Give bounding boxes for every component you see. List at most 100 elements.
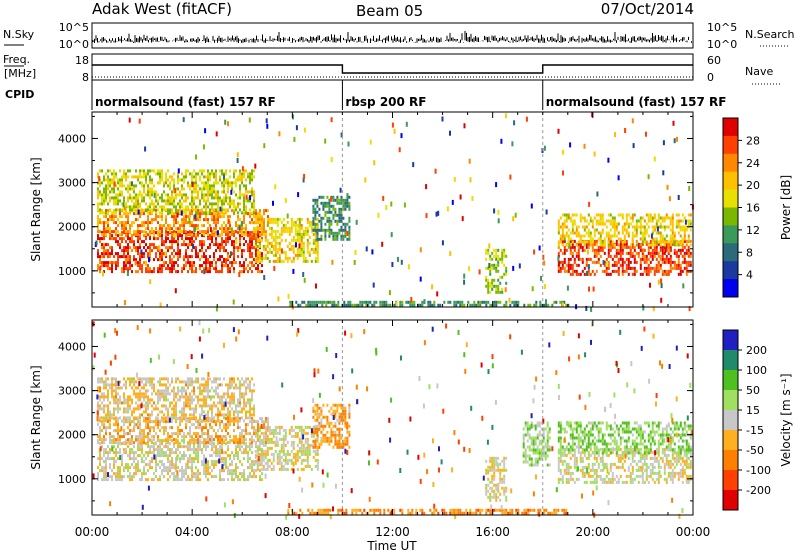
- echo-cell: [609, 272, 612, 276]
- echo-cell: [239, 426, 241, 430]
- echo-cell: [215, 435, 217, 439]
- scatter-point: [531, 286, 534, 292]
- echo-cell: [145, 410, 147, 414]
- echo-cell: [683, 225, 686, 229]
- echo-cell: [195, 205, 197, 209]
- echo-cell: [209, 438, 211, 442]
- echo-cell: [213, 258, 215, 262]
- echo-cell: [369, 300, 372, 304]
- echo-cell: [280, 220, 283, 224]
- echo-cell: [282, 217, 285, 221]
- echo-cell: [213, 212, 215, 216]
- echo-cell: [290, 220, 293, 224]
- echo-cell: [237, 175, 239, 179]
- echo-cell: [685, 260, 688, 264]
- echo-cell: [133, 246, 135, 250]
- echo-cell: [189, 212, 191, 216]
- echo-cell: [167, 377, 169, 381]
- echo-cell: [260, 256, 263, 260]
- echo-cell: [199, 439, 201, 443]
- echo-cell: [671, 266, 674, 270]
- echo-cell: [306, 226, 309, 230]
- echo-cell: [561, 222, 564, 226]
- echo-cell: [659, 222, 662, 226]
- echo-cell: [348, 225, 351, 229]
- echo-cell: [625, 222, 628, 226]
- echo-cell: [105, 264, 107, 268]
- echo-cell: [651, 216, 654, 220]
- echo-cell: [207, 270, 209, 274]
- echo-cell: [203, 445, 205, 449]
- echo-cell: [593, 254, 596, 258]
- echo-cell: [143, 252, 145, 256]
- echo-cell: [131, 398, 133, 402]
- echo-cell: [113, 383, 115, 387]
- echo-cell: [177, 441, 179, 445]
- echo-cell: [199, 420, 201, 424]
- echo-cell: [263, 227, 265, 231]
- echo-cell: [163, 451, 165, 455]
- echo-cell: [113, 401, 115, 405]
- echo-cell: [328, 216, 331, 220]
- echo-cell: [647, 248, 650, 252]
- echo-cell: [326, 210, 329, 214]
- echo-cell: [225, 460, 227, 464]
- echo-cell: [587, 272, 590, 276]
- echo-cell: [655, 251, 658, 255]
- echo-cell: [569, 266, 572, 270]
- echo-cell: [207, 181, 209, 185]
- echo-cell: [306, 247, 309, 251]
- echo-cell: [113, 423, 115, 427]
- echo-cell: [117, 187, 119, 191]
- scatter-point: [215, 131, 218, 137]
- scatter-point: [668, 196, 671, 202]
- echo-cell: [661, 269, 664, 273]
- echo-cell: [129, 429, 131, 433]
- echo-cell: [505, 266, 508, 270]
- echo-cell: [109, 448, 111, 452]
- echo-cell: [111, 439, 113, 443]
- echo-cell: [145, 270, 147, 274]
- echo-cell: [491, 287, 494, 291]
- echo-cell: [141, 230, 143, 234]
- echo-cell: [587, 213, 590, 217]
- echo-cell: [193, 196, 195, 200]
- echo-cell: [159, 178, 161, 182]
- echo-cell: [113, 187, 115, 191]
- echo-cell: [241, 429, 243, 433]
- echo-cell: [143, 196, 145, 200]
- echo-cell: [219, 255, 221, 259]
- echo-cell: [577, 240, 580, 244]
- echo-cell: [219, 215, 221, 219]
- echo-cell: [665, 242, 668, 246]
- scatter-point: [667, 243, 670, 249]
- y-axis-label: Slant Range [km]: [29, 157, 43, 261]
- echo-cell: [133, 230, 135, 234]
- echo-cell: [145, 435, 147, 439]
- echo-cell: [195, 435, 197, 439]
- echo-cell: [149, 419, 151, 423]
- echo-cell: [177, 270, 179, 274]
- echo-cell: [133, 441, 135, 445]
- echo-cell: [637, 245, 640, 249]
- echo-cell: [147, 184, 149, 188]
- echo-cell: [113, 441, 115, 445]
- echo-cell: [131, 457, 133, 461]
- echo-cell: [193, 472, 195, 476]
- echo-cell: [155, 172, 157, 176]
- echo-cell: [179, 457, 181, 461]
- echo-cell: [137, 252, 139, 256]
- echo-cell: [237, 475, 239, 479]
- echo-cell: [199, 212, 201, 216]
- echo-cell: [302, 241, 305, 245]
- scatter-point: [284, 197, 287, 203]
- echo-cell: [125, 172, 127, 176]
- echo-cell: [265, 230, 267, 234]
- echo-cell: [185, 211, 187, 215]
- echo-cell: [183, 175, 185, 179]
- echo-cell: [149, 377, 151, 381]
- echo-cell: [300, 223, 303, 227]
- echo-cell: [153, 472, 155, 476]
- echo-cell: [599, 222, 602, 226]
